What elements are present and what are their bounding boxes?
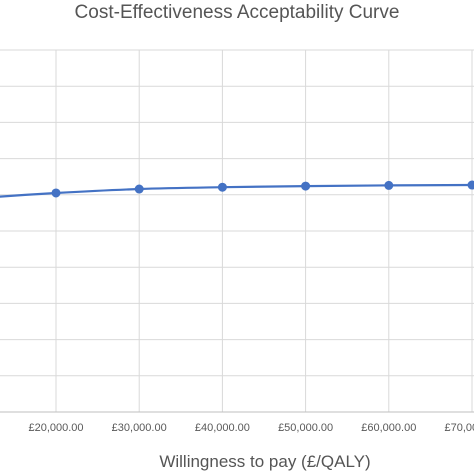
x-tick-label: £30,000.00 (112, 422, 167, 434)
data-point (217, 182, 227, 192)
x-tick-label: £60,000.00 (361, 422, 416, 434)
data-point (467, 180, 474, 190)
x-tick-label: £20,000.00 (28, 422, 83, 434)
x-tick-label: £50,000.00 (278, 422, 333, 434)
data-point (301, 181, 311, 191)
grid-layer (0, 49, 474, 412)
x-tick-label: £40,000.00 (195, 422, 250, 434)
chart-title: Cost-Effectiveness Acceptability Curve (74, 2, 400, 23)
data-point (384, 180, 394, 190)
x-axis-title: Willingness to pay (£/QALY) (159, 452, 371, 471)
series-layer (0, 180, 474, 198)
data-point (51, 188, 61, 198)
series-line (0, 183, 473, 198)
data-point (134, 184, 144, 194)
tick-layer: £20,000.00 £30,000.00 £40,000.00 £50,000.00… (28, 422, 474, 434)
x-tick-label: £70,000.00 (444, 422, 474, 434)
